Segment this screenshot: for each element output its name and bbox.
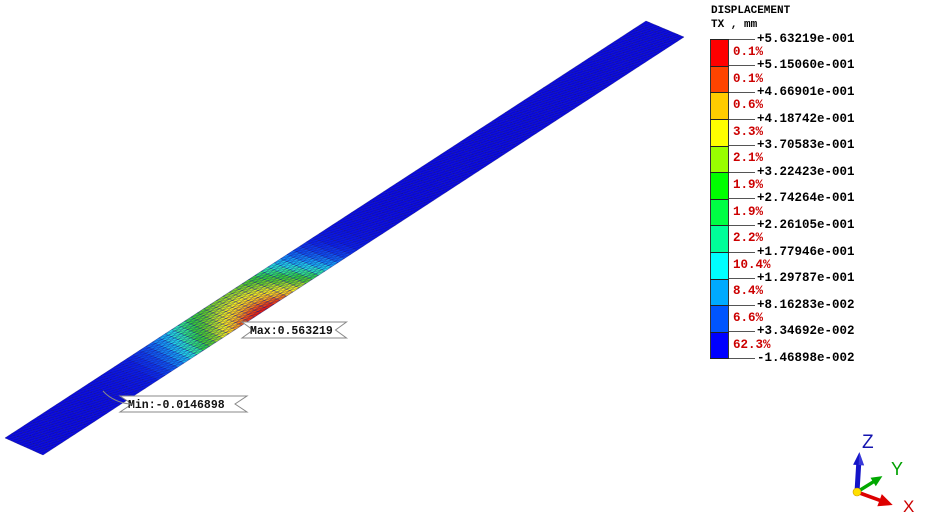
- svg-text:X: X: [903, 497, 914, 516]
- svg-text:Max:0.563219: Max:0.563219: [250, 325, 333, 338]
- svg-text:Y: Y: [891, 459, 903, 479]
- svg-text:Z: Z: [862, 432, 874, 453]
- svg-text:Min:-0.0146898: Min:-0.0146898: [128, 399, 225, 412]
